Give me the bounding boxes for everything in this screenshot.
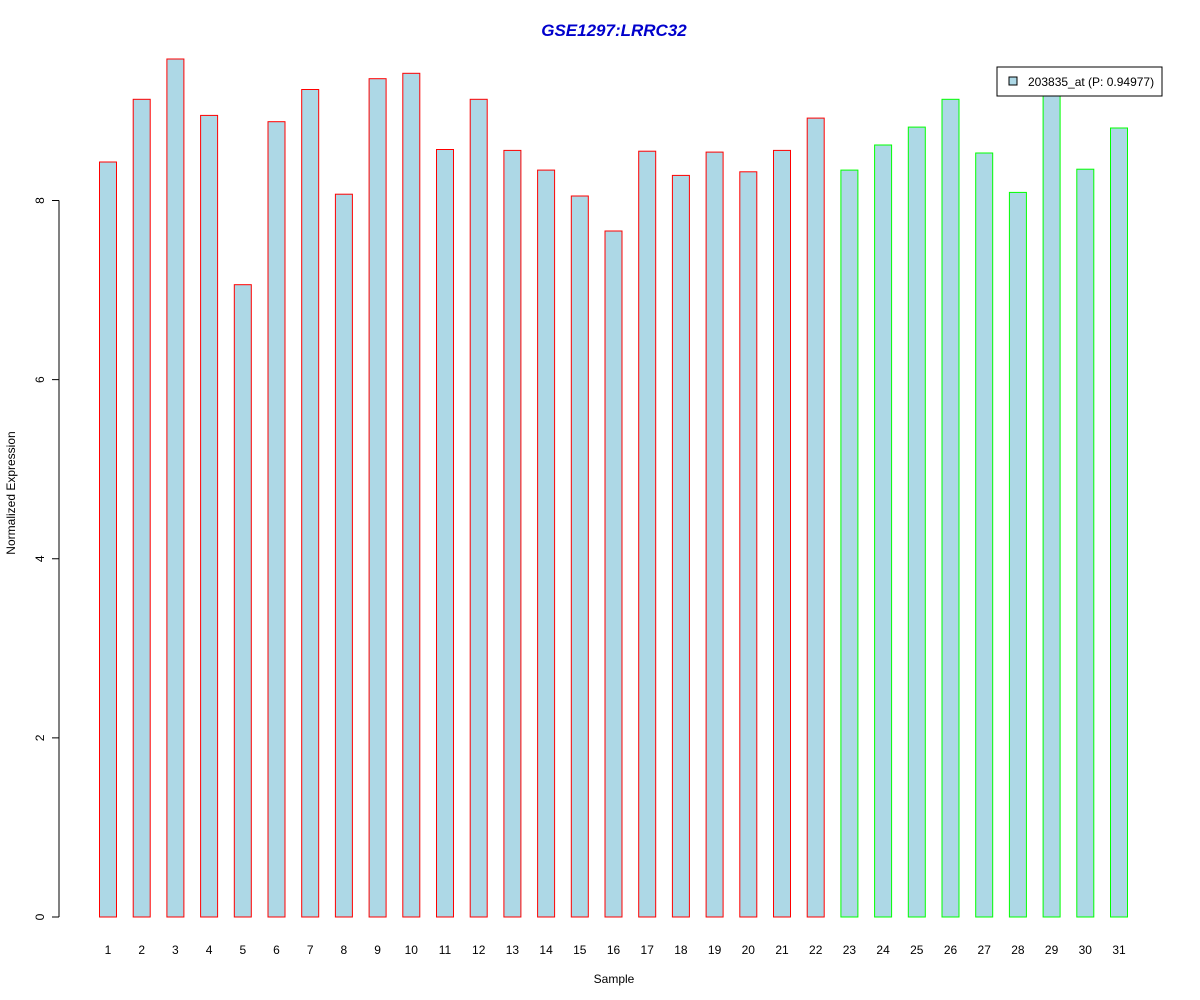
x-tick-label-29: 29: [1045, 943, 1059, 957]
bar-sample-17: [638, 150, 657, 918]
bar-sample-1: [99, 161, 117, 918]
x-tick-label-8: 8: [341, 943, 348, 957]
bar-sample-10: [402, 72, 421, 918]
bar-sample-19: [705, 151, 724, 918]
y-axis: 0 2 4 6 8: [33, 197, 60, 920]
x-tick-label-25: 25: [910, 943, 924, 957]
y-tick-label-0: 0: [33, 913, 47, 920]
bar-sample-29: [1042, 88, 1061, 918]
x-tick-label-18: 18: [674, 943, 688, 957]
x-tick-label-30: 30: [1079, 943, 1093, 957]
bar-sample-12: [469, 98, 488, 918]
x-tick-label-23: 23: [843, 943, 857, 957]
bar-sample-5: [233, 284, 252, 918]
bar-sample-9: [368, 78, 387, 918]
bars-layer: [99, 58, 1128, 918]
x-tick-label-4: 4: [206, 943, 213, 957]
bar-sample-25: [907, 126, 926, 918]
y-axis-label: Normalized Expression: [4, 431, 18, 554]
x-tick-label-2: 2: [138, 943, 145, 957]
bar-sample-7: [301, 89, 320, 918]
bar-sample-18: [671, 174, 690, 918]
bar-sample-28: [1008, 191, 1027, 918]
x-tick-label-7: 7: [307, 943, 314, 957]
y-tick-label-2: 2: [33, 734, 47, 741]
x-tick-label-19: 19: [708, 943, 722, 957]
x-tick-label-3: 3: [172, 943, 179, 957]
x-tick-label-20: 20: [742, 943, 756, 957]
chart-title: GSE1297:LRRC32: [541, 21, 687, 40]
x-tick-label-12: 12: [472, 943, 486, 957]
x-tick-label-26: 26: [944, 943, 958, 957]
bar-sample-22: [806, 117, 825, 918]
bar-sample-3: [166, 58, 185, 918]
bar-sample-23: [840, 169, 859, 918]
y-tick-label-4: 4: [33, 555, 47, 562]
bar-sample-2: [132, 98, 151, 918]
x-tick-label-17: 17: [641, 943, 655, 957]
legend-box: [996, 66, 1163, 97]
x-tick-label-11: 11: [439, 943, 452, 957]
bar-sample-27: [975, 152, 994, 918]
bar-sample-11: [436, 149, 454, 918]
x-tick-label-13: 13: [506, 943, 520, 957]
bar-sample-24: [874, 144, 893, 918]
y-tick-label-6: 6: [33, 376, 47, 383]
bar-sample-6: [267, 121, 286, 918]
legend: 203835_at (P: 0.94977): [996, 66, 1163, 97]
x-tick-label-31: 31: [1112, 943, 1126, 957]
bar-sample-13: [503, 149, 522, 918]
bar-sample-14: [537, 169, 556, 918]
bar-sample-16: [604, 230, 623, 918]
x-axis-label: Sample: [594, 972, 635, 986]
y-tick-label-8: 8: [33, 197, 47, 204]
x-tick-label-15: 15: [573, 943, 587, 957]
bar-sample-30: [1076, 168, 1095, 918]
bar-sample-31: [1110, 127, 1128, 918]
bar-sample-26: [941, 98, 960, 918]
bar-sample-20: [739, 171, 758, 918]
x-tick-label-22: 22: [809, 943, 823, 957]
x-tick-label-1: 1: [105, 943, 112, 957]
x-tick-label-9: 9: [374, 943, 381, 957]
legend-swatch: [1008, 76, 1018, 86]
x-tick-label-21: 21: [775, 943, 789, 957]
x-tick-label-16: 16: [607, 943, 621, 957]
x-tick-label-24: 24: [876, 943, 890, 957]
bar-sample-4: [200, 114, 219, 918]
x-tick-label-14: 14: [539, 943, 553, 957]
bar-sample-8: [334, 193, 353, 918]
x-axis: 1 2 3 4 5 6 7 8 9 10 11 12 13 14 15 16 17 18 19 20 21 22 23 24 2…: [105, 943, 1126, 957]
bar-sample-15: [570, 195, 589, 918]
bar-sample-21: [773, 149, 791, 918]
x-tick-label-10: 10: [405, 943, 419, 957]
x-tick-label-27: 27: [978, 943, 992, 957]
x-tick-label-28: 28: [1011, 943, 1025, 957]
x-tick-label-6: 6: [273, 943, 280, 957]
x-tick-label-5: 5: [239, 943, 246, 957]
legend-label: 203835_at (P: 0.94977): [1028, 75, 1154, 89]
